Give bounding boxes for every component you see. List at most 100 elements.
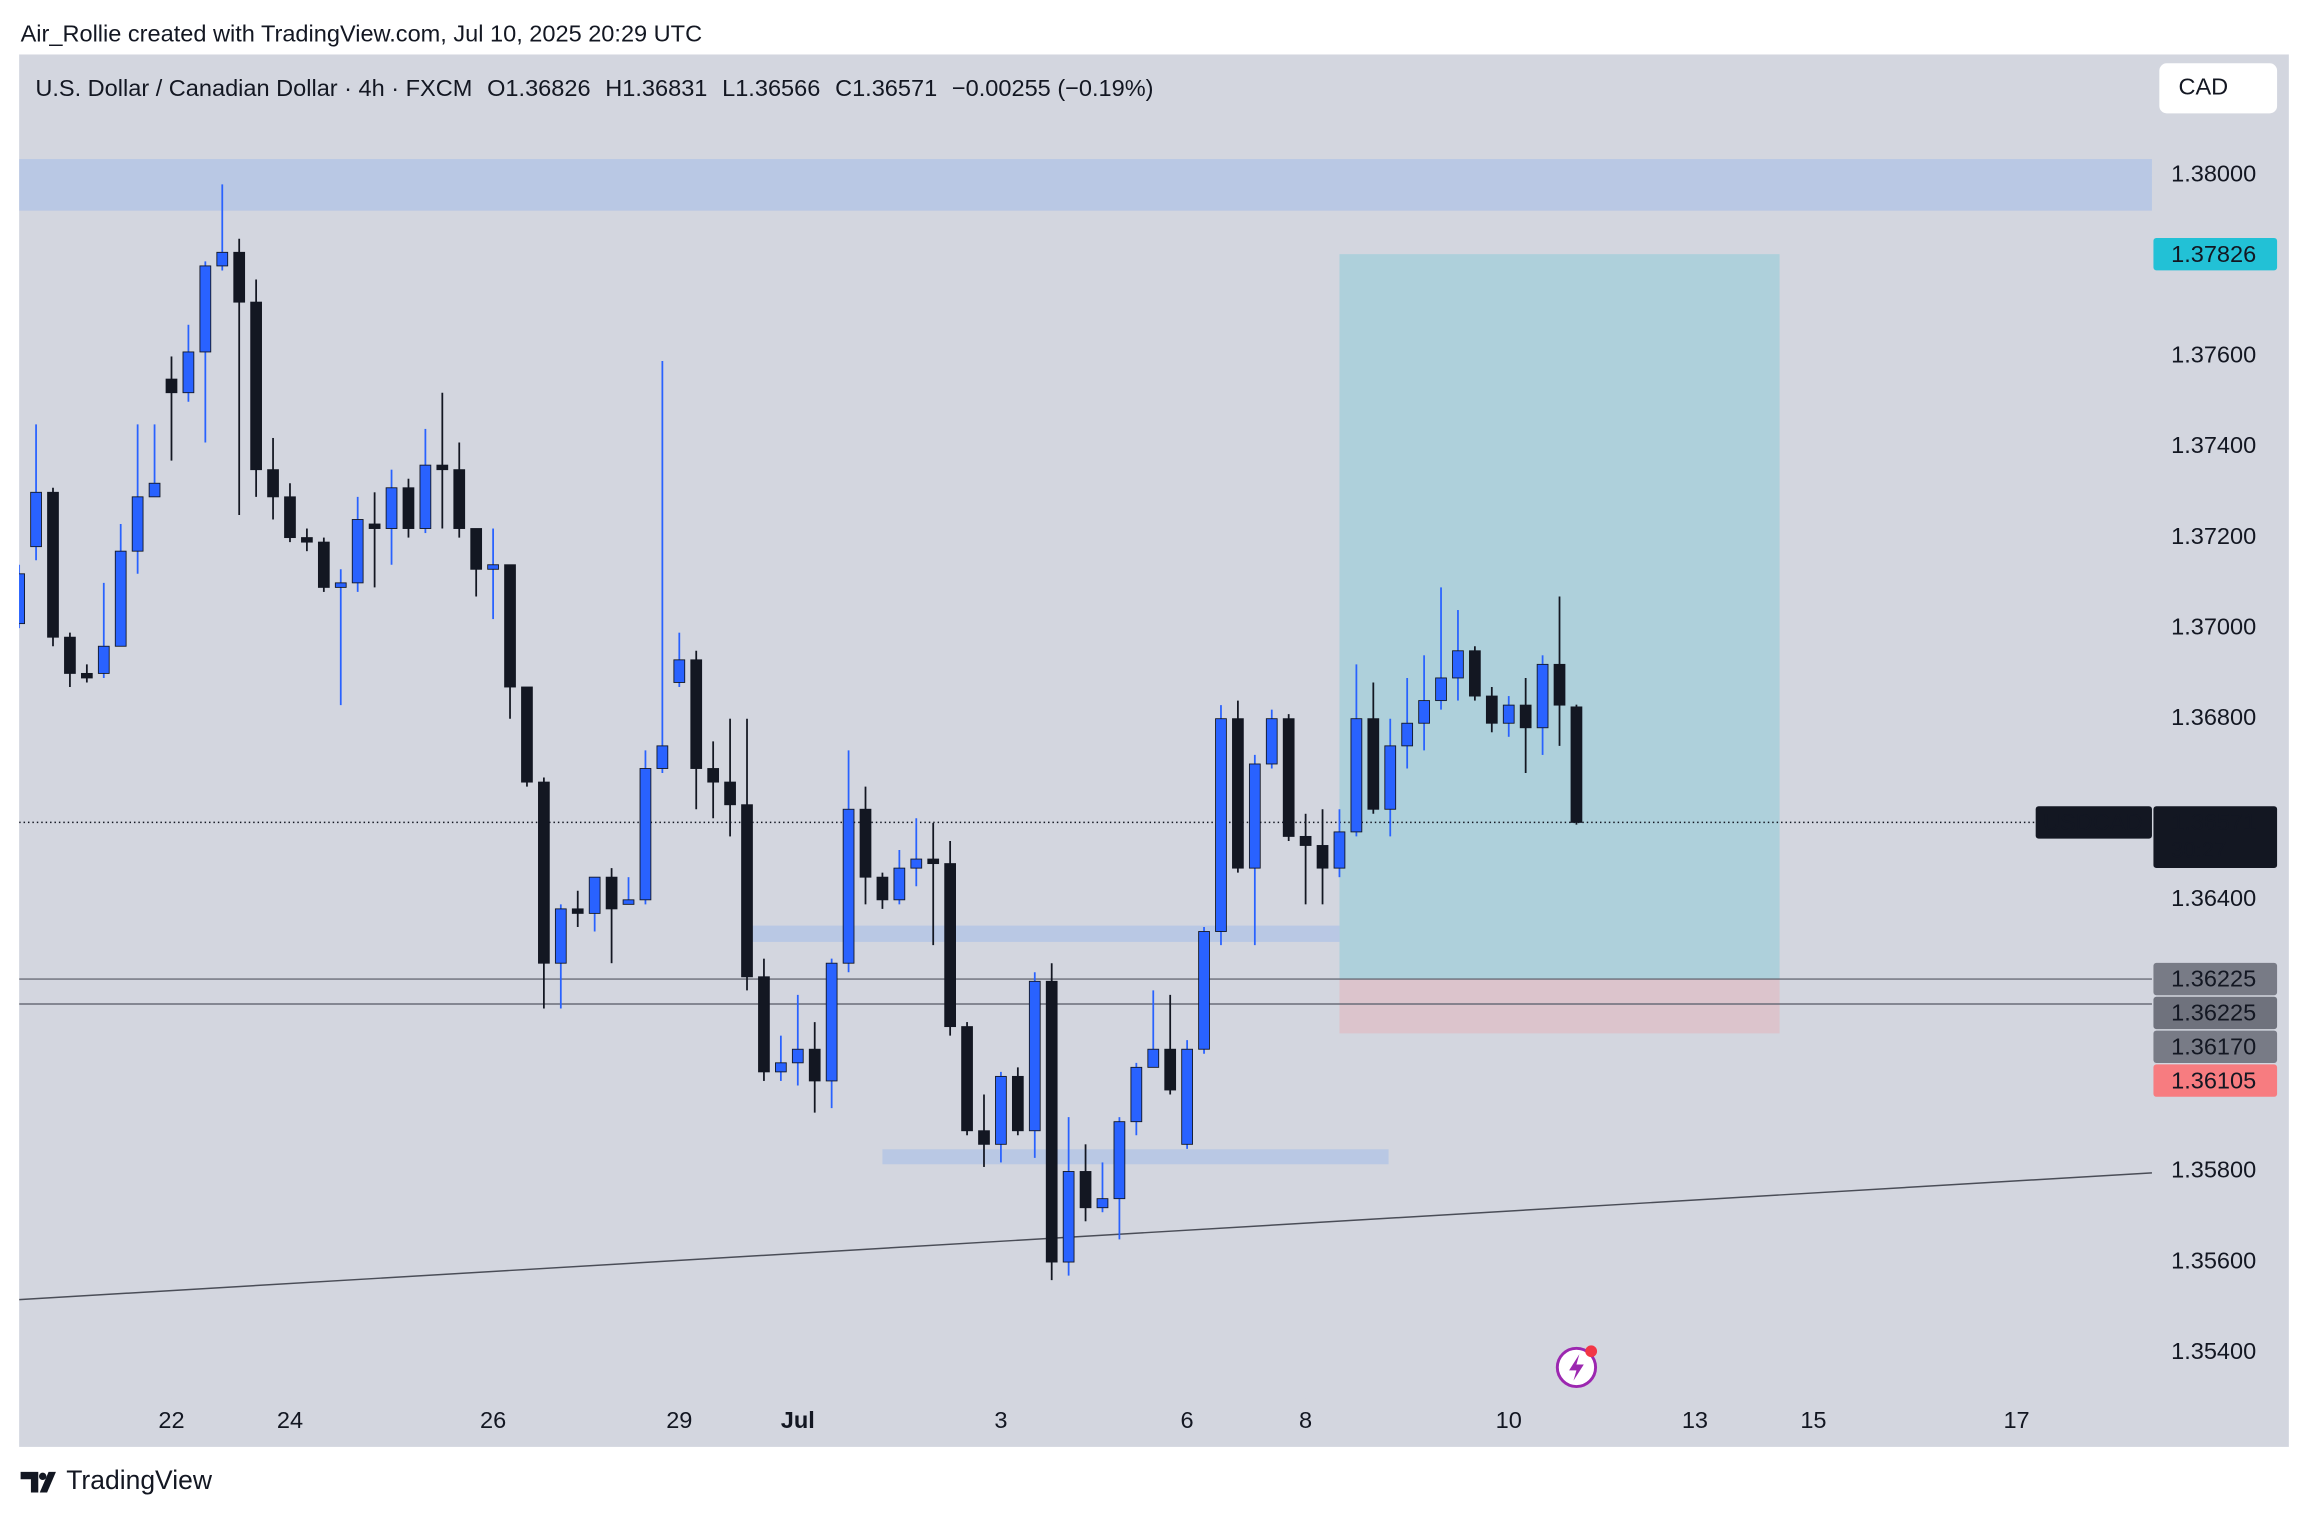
candle-body — [131, 496, 144, 552]
candle-body — [842, 808, 855, 964]
candle-body — [301, 537, 313, 543]
candle-body — [1502, 704, 1515, 724]
candle-body — [30, 491, 42, 548]
alert-icon[interactable] — [1555, 1345, 1598, 1389]
candle-body — [622, 899, 635, 905]
zone — [882, 1149, 1389, 1165]
y-tick-label: 1.35400 — [2171, 1338, 2256, 1364]
candle-body — [1316, 845, 1329, 869]
candle-body — [97, 645, 110, 674]
price-tag — [2153, 237, 2278, 271]
candle-body — [233, 251, 246, 303]
candle-body — [453, 469, 466, 529]
countdown-label: 30:27 — [2171, 838, 2226, 863]
y-tick-label: 1.35600 — [2171, 1247, 2256, 1273]
candle-body — [1282, 718, 1295, 837]
candle-body — [1096, 1198, 1109, 1209]
candle-body — [182, 351, 195, 394]
candle-body — [1198, 931, 1210, 1050]
zone — [19, 159, 2152, 211]
price-tag — [2153, 962, 2278, 996]
legend-close: C1.36571 — [835, 75, 937, 101]
candle-body — [1265, 718, 1278, 765]
candle-body — [1333, 831, 1346, 869]
candle-body — [148, 482, 161, 498]
candle-body — [1045, 980, 1058, 1263]
trendline — [19, 1172, 2152, 1301]
candle-body — [690, 659, 703, 769]
candle-body — [1164, 1048, 1177, 1091]
price-tag — [2153, 996, 2278, 1030]
candle-body — [1485, 695, 1498, 724]
y-tick-label: 1.36800 — [2171, 704, 2256, 730]
candle-body — [944, 863, 956, 1028]
candle-body — [351, 519, 364, 584]
candle-body — [910, 858, 923, 869]
y-tick-label: 1.37400 — [2171, 432, 2256, 458]
candle-body — [80, 672, 93, 679]
candle-body — [436, 464, 449, 471]
candle-body — [1570, 706, 1583, 823]
symbol-title: U.S. Dollar / Canadian Dollar · 4h · FXC… — [35, 75, 472, 101]
candle-body — [1062, 1171, 1075, 1263]
candle-body — [1011, 1075, 1024, 1132]
candle-body — [1299, 835, 1312, 846]
candle-body — [825, 962, 838, 1082]
price-tag-label: 1.36225 — [2171, 1000, 2256, 1026]
symbol-tag — [2035, 806, 2152, 839]
y-tick-label: 1.36400 — [2171, 885, 2256, 911]
candle-body — [216, 251, 229, 267]
candle-body — [538, 781, 550, 964]
candle-body — [927, 858, 940, 865]
chart-background — [19, 54, 2289, 1447]
legend-open: O1.36826 — [487, 75, 590, 101]
candle-body — [402, 487, 415, 529]
candle-body — [250, 301, 262, 471]
candle-body — [1553, 663, 1566, 706]
candle-body — [1028, 980, 1041, 1132]
candle-body — [775, 1062, 787, 1073]
candle-body — [791, 1048, 804, 1064]
price-tag-label: 1.37826 — [2171, 241, 2256, 267]
candle-body — [1181, 1048, 1193, 1145]
candle-body — [385, 487, 398, 529]
candle-body — [554, 908, 567, 964]
y-tick-label: 1.37200 — [2171, 523, 2256, 549]
x-tick-label: 6 — [1181, 1407, 1194, 1433]
legend-change: −0.00255 (−0.19%) — [952, 75, 1154, 101]
candle-body — [673, 659, 686, 683]
last-price-tag — [2153, 806, 2278, 869]
candle-body — [741, 804, 753, 978]
legend: U.S. Dollar / Canadian Dollar · 4h · FXC… — [35, 75, 1153, 101]
candle-body — [368, 523, 381, 529]
candle-body — [487, 564, 499, 570]
candle-body — [1248, 763, 1261, 869]
candle-body — [114, 550, 127, 647]
y-tick-label: 1.35800 — [2171, 1157, 2256, 1183]
candle-body — [961, 1026, 973, 1132]
candle-body — [165, 378, 178, 394]
candle-body — [639, 768, 652, 901]
attribution: Air_Rollie created with TradingView.com,… — [21, 21, 702, 47]
price-tag-label: 1.36105 — [2171, 1067, 2256, 1093]
legend-low: L1.36566 — [722, 75, 820, 101]
candle-body — [1435, 677, 1447, 702]
plot-area — [19, 159, 2152, 1301]
candle-body — [419, 464, 432, 529]
candle-body — [334, 582, 347, 588]
symbol-tag-label: USDCAD — [2043, 809, 2142, 835]
candle-body — [1147, 1048, 1160, 1068]
candle-body — [859, 808, 872, 878]
x-tick-label: 29 — [666, 1407, 692, 1433]
currency-label[interactable]: CAD — [2178, 74, 2228, 100]
y-tick-label: 1.37000 — [2171, 613, 2256, 639]
legend-high: H1.36831 — [605, 75, 707, 101]
x-tick-label: 3 — [994, 1407, 1007, 1433]
candle-body — [284, 496, 296, 539]
currency-button[interactable] — [2159, 63, 2278, 114]
price-tag — [2153, 1064, 2278, 1097]
candle-body — [995, 1075, 1007, 1145]
candle-body — [1384, 745, 1397, 810]
x-tick-label: 10 — [1496, 1407, 1522, 1433]
